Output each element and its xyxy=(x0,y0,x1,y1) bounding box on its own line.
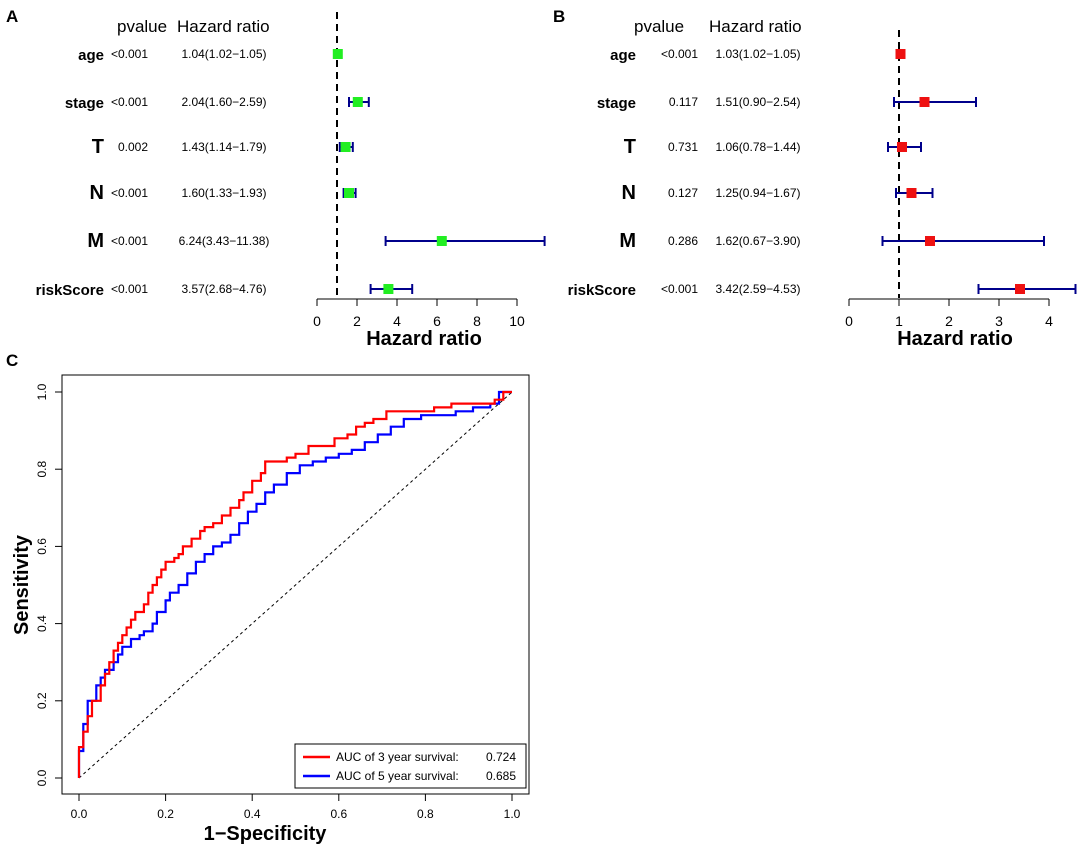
pvalue-stage: 0.117 xyxy=(669,95,698,109)
roc-curve-3-year xyxy=(77,390,512,778)
header-pvalue: pvalue xyxy=(634,17,684,36)
pvalue-T: 0.731 xyxy=(668,140,698,154)
y-tick-label: 1.0 xyxy=(35,383,49,400)
panel-label-b: B xyxy=(553,7,565,26)
diagonal-reference-line xyxy=(78,391,513,779)
hr-text-M: 1.62(0.67−3.90) xyxy=(715,234,800,248)
y-tick-label: 0.6 xyxy=(35,538,49,555)
hr-text-age: 1.03(1.02−1.05) xyxy=(715,47,800,61)
hr-text-N: 1.25(0.94−1.67) xyxy=(715,186,800,200)
hr-text-stage: 1.51(0.90−2.54) xyxy=(715,95,800,109)
row-label-T: T xyxy=(92,136,104,158)
legend: AUC of 3 year survival: 0.724 AUC of 5 y… xyxy=(294,743,527,789)
hr-marker-N xyxy=(906,188,917,198)
row-label-T: T xyxy=(624,136,636,158)
x-tick-label: 1 xyxy=(895,313,903,329)
x-tick-label: 0.4 xyxy=(244,807,261,821)
x-tick-label: 0.8 xyxy=(417,807,434,821)
hr-marker-N xyxy=(344,188,354,198)
x-tick-label: 4 xyxy=(393,313,401,329)
row-label-N: N xyxy=(622,182,636,204)
x-tick-label: 1.0 xyxy=(504,807,521,821)
pvalue-riskScore: <0.001 xyxy=(661,282,698,296)
x-tick-label: 0.2 xyxy=(157,807,174,821)
hr-marker-age xyxy=(895,49,906,59)
row-label-stage: stage xyxy=(597,95,636,112)
pvalue-riskScore: <0.001 xyxy=(111,282,148,296)
hr-marker-T xyxy=(897,142,907,152)
x-tick-label: 10 xyxy=(509,313,525,329)
roc-plot: 1−Specificity Sensitivity 0.0 0.2 0.4 0.6 0.… xyxy=(11,374,530,845)
row-label-age: age xyxy=(78,47,104,64)
hr-marker-riskScore xyxy=(1015,284,1025,294)
hr-text-age: 1.04(1.02−1.05) xyxy=(181,47,266,61)
legend-box xyxy=(294,743,527,789)
row-label-riskScore: riskScore xyxy=(36,282,104,299)
pvalue-age: <0.001 xyxy=(111,47,148,61)
hr-marker-M xyxy=(436,236,447,246)
x-axis-title: 1−Specificity xyxy=(204,823,328,845)
panel-label-a: A xyxy=(6,7,18,26)
row-label-M: M xyxy=(619,230,636,252)
hr-marker-T xyxy=(340,142,351,152)
pvalue-T: 0.002 xyxy=(118,140,148,154)
x-tick-label: 6 xyxy=(433,313,441,329)
y-tick-label: 0.0 xyxy=(35,769,49,786)
y-tick-label: 0.4 xyxy=(35,615,49,632)
forest-plot-b: pvalue Hazard ratio Hazard ratio 0 1 2 3 4 ag… xyxy=(568,17,1077,350)
hr-marker-stage xyxy=(919,97,930,107)
y-tick-label: 0.2 xyxy=(35,692,49,709)
roc-curve-5-year xyxy=(77,390,512,778)
x-tick-label: 0 xyxy=(313,313,321,329)
hr-text-stage: 2.04(1.60−2.59) xyxy=(181,95,266,109)
x-tick-label: 2 xyxy=(353,313,361,329)
hr-marker-stage xyxy=(352,97,363,107)
x-tick-label: 4 xyxy=(1045,313,1053,329)
hr-text-T: 1.43(1.14−1.79) xyxy=(181,140,266,154)
hr-text-T: 1.06(0.78−1.44) xyxy=(715,140,800,154)
row-label-M: M xyxy=(87,230,104,252)
pvalue-stage: <0.001 xyxy=(111,95,148,109)
legend-label-5-year: AUC of 5 year survival: xyxy=(336,769,459,783)
x-tick-label: 0.6 xyxy=(330,807,347,821)
x-tick-label: 3 xyxy=(995,313,1003,329)
legend-value-3-year: 0.724 xyxy=(486,750,516,764)
hr-text-riskScore: 3.57(2.68−4.76) xyxy=(181,282,266,296)
pvalue-N: <0.001 xyxy=(111,186,148,200)
hr-marker-age xyxy=(332,49,343,59)
x-tick-label: 8 xyxy=(473,313,481,329)
row-label-stage: stage xyxy=(65,95,104,112)
y-tick-label: 0.8 xyxy=(35,461,49,478)
pvalue-M: 0.286 xyxy=(668,234,698,248)
header-pvalue: pvalue xyxy=(117,17,167,36)
row-label-age: age xyxy=(610,47,636,64)
forest-plot-a: pvalue Hazard ratio Hazard ratio 0 2 4 6 8 10… xyxy=(36,12,546,350)
y-axis-title: Sensitivity xyxy=(11,534,33,635)
x-axis-title: Hazard ratio xyxy=(897,328,1013,350)
pvalue-age: <0.001 xyxy=(661,47,698,61)
x-tick-label: 0 xyxy=(845,313,853,329)
x-tick-label: 0.0 xyxy=(71,807,88,821)
hr-marker-M xyxy=(925,236,935,246)
x-axis-title: Hazard ratio xyxy=(366,328,482,350)
hr-text-M: 6.24(3.43−11.38) xyxy=(179,234,270,248)
pvalue-M: <0.001 xyxy=(111,234,148,248)
panel-label-c: C xyxy=(6,351,18,370)
hr-text-riskScore: 3.42(2.59−4.53) xyxy=(715,282,800,296)
hr-text-N: 1.60(1.33−1.93) xyxy=(181,186,266,200)
hr-marker-riskScore xyxy=(383,284,394,294)
header-hazard-ratio: Hazard ratio xyxy=(177,17,270,36)
x-tick-label: 2 xyxy=(945,313,953,329)
row-label-riskScore: riskScore xyxy=(568,282,636,299)
pvalue-N: 0.127 xyxy=(668,186,698,200)
legend-value-5-year: 0.685 xyxy=(486,769,516,783)
header-hazard-ratio: Hazard ratio xyxy=(709,17,802,36)
legend-label-3-year: AUC of 3 year survival: xyxy=(336,750,459,764)
row-label-N: N xyxy=(90,182,104,204)
